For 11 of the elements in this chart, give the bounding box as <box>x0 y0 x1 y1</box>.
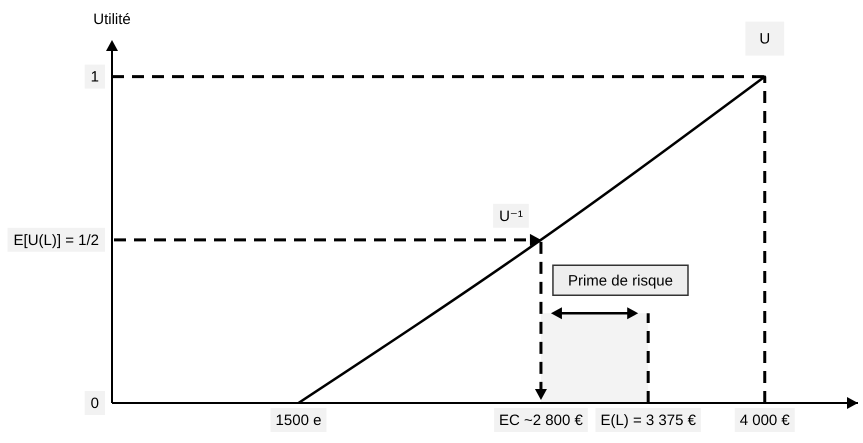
x-tick-label: 1500 e <box>276 412 322 429</box>
band-label: Prime de risque <box>568 272 673 290</box>
x-tick-label: 4 000 € <box>740 412 790 429</box>
y-tick-label: 0 <box>90 395 99 412</box>
x-tick-label: E(L) = 3 375 € <box>600 412 697 429</box>
series-label: U <box>759 30 770 48</box>
y-tick-label: E[U(L)] = 1/2 <box>14 232 99 249</box>
y-axis-title: Utilité <box>93 11 131 28</box>
y-tick-label: 1 <box>90 68 99 86</box>
x-tick-label: EC ~2 800 € <box>499 412 584 429</box>
annotation: U⁻¹ <box>499 208 523 225</box>
